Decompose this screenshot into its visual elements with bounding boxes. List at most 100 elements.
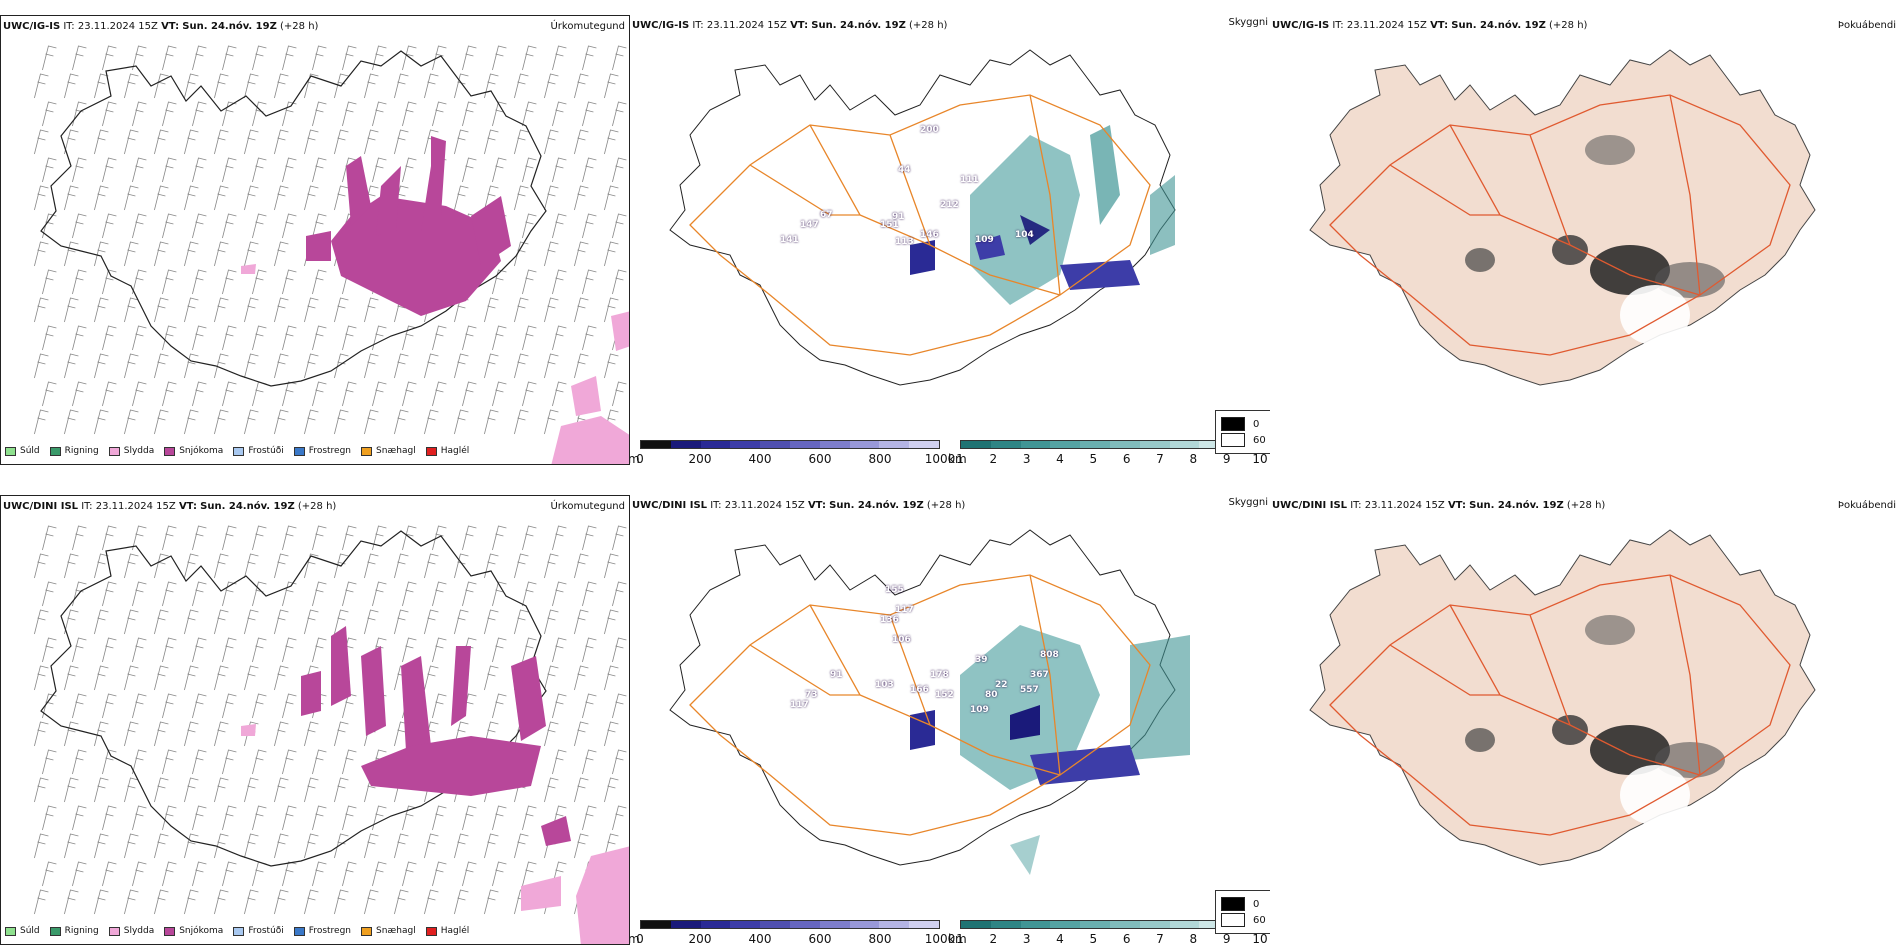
- wind-barb: [432, 861, 447, 887]
- wind-barb: [64, 889, 79, 915]
- wind-barb: [34, 129, 49, 155]
- colorbar-step: [789, 441, 820, 448]
- wind-barb: [282, 693, 297, 719]
- legend-swatch: [361, 926, 373, 936]
- precip-type-panel-1: UWC/IG-IS IT: 23.11.2024 15Z VT: Sun. 24…: [0, 15, 630, 465]
- sleet-areas: [241, 264, 629, 464]
- visibility-value-label: 80: [985, 690, 998, 700]
- wind-barb: [162, 325, 177, 351]
- wind-barb: [94, 889, 109, 915]
- it-label: IT:: [1350, 500, 1362, 511]
- legend-label: Slydda: [123, 926, 155, 936]
- wind-barb: [72, 101, 87, 127]
- wind-barb: [342, 749, 357, 775]
- wind-barb: [274, 73, 289, 99]
- fog-legend-item: 60: [1221, 913, 1266, 927]
- wind-barb: [342, 525, 357, 551]
- wind-barb: [94, 185, 109, 211]
- vt-value: Sun. 24.nóv. 19Z: [182, 21, 277, 32]
- wind-barb: [162, 101, 177, 127]
- wind-barb: [424, 833, 439, 859]
- wind-barb: [64, 241, 79, 267]
- wind-barb: [42, 525, 57, 551]
- wind-barb: [34, 185, 49, 211]
- wind-barb: [64, 73, 79, 99]
- wind-barb: [64, 353, 79, 379]
- model-name: UWC/DINI ISL: [3, 501, 79, 512]
- wind-barb: [522, 581, 537, 607]
- wind-barb: [462, 325, 477, 351]
- visibility-value-label: 109: [975, 235, 994, 245]
- wind-barb: [304, 129, 319, 155]
- wind-barb: [454, 409, 469, 435]
- visibility-value-label: 200: [920, 125, 939, 135]
- wind-barb: [34, 665, 49, 691]
- wind-barb: [192, 101, 207, 127]
- wind-barb: [282, 805, 297, 831]
- wind-barb: [394, 129, 409, 155]
- colorbar-tick: 1000: [924, 452, 956, 465]
- wind-barb: [552, 693, 567, 719]
- panel-header: UWC/DINI ISL IT: 23.11.2024 15Z VT: Sun.…: [3, 501, 336, 512]
- wind-barb: [154, 297, 169, 323]
- legend-item: Haglél: [425, 446, 469, 456]
- vt-label: VT:: [178, 501, 197, 512]
- wind-barb: [154, 721, 169, 747]
- wind-barb: [304, 553, 319, 579]
- colorbar-step: [1199, 441, 1230, 448]
- wind-barb: [364, 833, 379, 859]
- wind-barb: [582, 157, 597, 183]
- wind-barb: [72, 325, 87, 351]
- wind-barb: [522, 381, 537, 407]
- wind-barb: [394, 73, 409, 99]
- wind-barb: [522, 101, 537, 127]
- panel-title: Skyggni: [1228, 497, 1268, 508]
- wind-barb: [252, 213, 267, 239]
- legend-swatch: [49, 446, 61, 456]
- wind-barb: [372, 157, 387, 183]
- wind-barb: [372, 861, 387, 887]
- wind-barb: [72, 213, 87, 239]
- wind-barb: [604, 665, 619, 691]
- wind-barb: [364, 553, 379, 579]
- wind-barb: [214, 889, 229, 915]
- colorbar-step: [1139, 921, 1170, 928]
- wind-barb: [102, 101, 117, 127]
- visibility-value-label: 104: [1015, 230, 1034, 240]
- road-network: [1329, 574, 1791, 836]
- colorbar-step: [1109, 441, 1140, 448]
- visibility-value-label: 103: [875, 680, 894, 690]
- wind-barb: [34, 297, 49, 323]
- snow-areas: [301, 626, 571, 846]
- fog-legend-swatch: [1221, 417, 1245, 431]
- cloudbase-unit: m: [630, 452, 640, 465]
- fog-legend-swatch: [1221, 897, 1245, 911]
- visibility-panel-1: UWC/IG-IS IT: 23.11.2024 15Z VT: Sun. 24…: [630, 15, 1270, 465]
- vt-value: Sun. 24.nóv. 19Z: [1451, 20, 1546, 31]
- precip-legend: Súld Rigning Slydda Snjókoma Frostúði Frostre…: [5, 926, 469, 936]
- wind-barb: [154, 409, 169, 435]
- wind-barb: [72, 749, 87, 775]
- wind-barb: [252, 693, 267, 719]
- wind-barb: [42, 45, 57, 71]
- colorbar-tick: 600: [808, 932, 832, 945]
- wind-barb: [334, 73, 349, 99]
- wind-barb: [72, 637, 87, 663]
- wind-barb: [132, 693, 147, 719]
- wind-barb: [342, 581, 357, 607]
- model-name: UWC/IG-IS: [632, 20, 690, 31]
- wind-barb: [424, 665, 439, 691]
- wind-barb: [522, 157, 537, 183]
- wind-barb: [372, 101, 387, 127]
- wind-barb: [612, 101, 627, 127]
- wind-barb: [612, 213, 627, 239]
- cloudbase-colorbar-swatches: [640, 920, 940, 929]
- colorbar-step: [700, 921, 731, 928]
- wind-barb: [214, 73, 229, 99]
- wind-barb: [582, 325, 597, 351]
- wind-barb: [604, 241, 619, 267]
- wind-barb: [402, 45, 417, 71]
- wind-barb: [484, 73, 499, 99]
- precip-legend: Súld Rigning Slydda Snjókoma Frostúði Frostre…: [5, 446, 469, 456]
- visibility-value-label: 155: [885, 585, 904, 595]
